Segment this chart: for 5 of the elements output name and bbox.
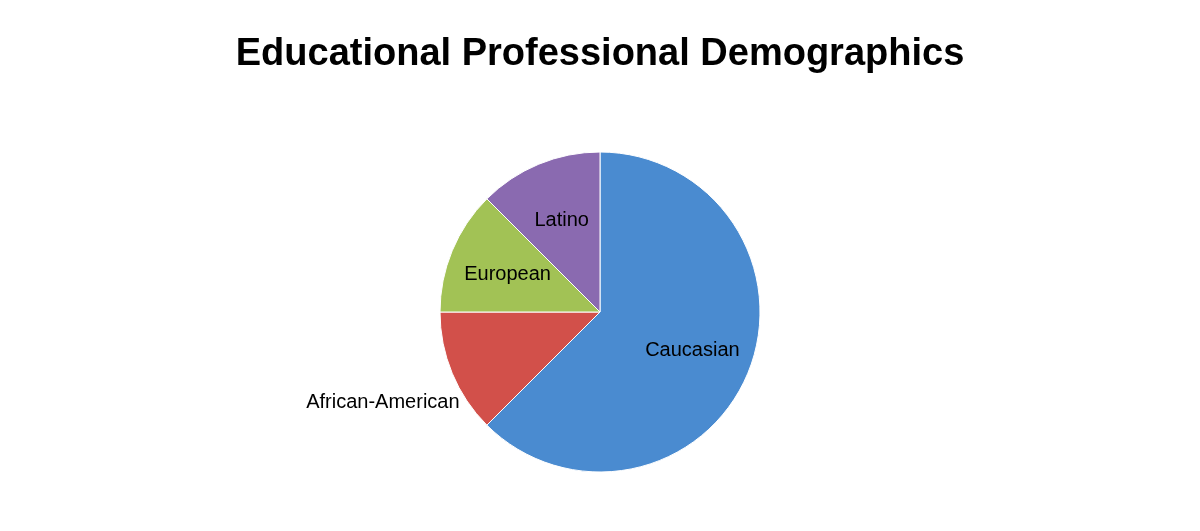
slice-label: European — [464, 261, 551, 284]
chart-title: Educational Professional Demographics — [235, 31, 965, 73]
slice-label: Caucasian — [645, 338, 740, 361]
slice-label: Latino — [534, 207, 589, 230]
slice-label: African-American — [306, 389, 460, 412]
